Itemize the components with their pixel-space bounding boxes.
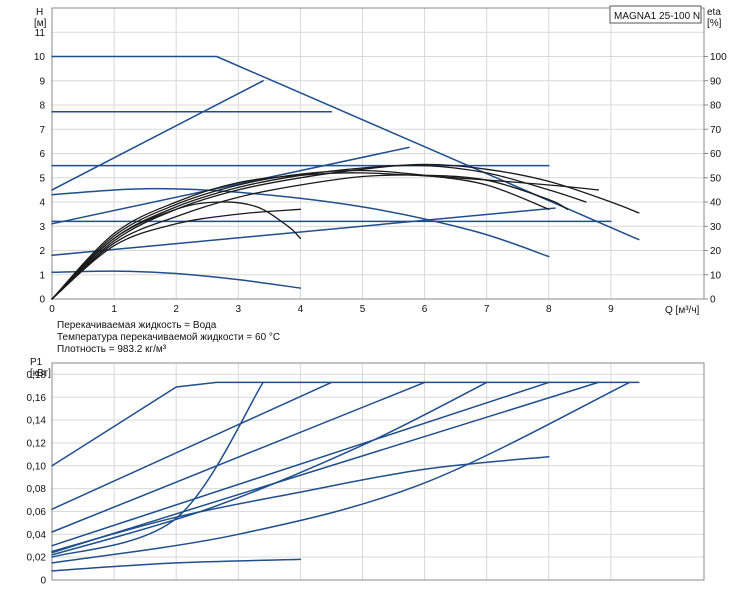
pump-curve [51,270,302,289]
power-curve [51,381,550,547]
head-flow-chart: 0 1 2 3 4 5 6 7 8 9012345678910110102030405060708… [34,5,727,316]
flow-tick-label: 8 [546,304,552,315]
efficiency-tick-label: 100 [710,52,727,63]
head-flow-tick-labels: 0 1 2 3 4 5 6 7 8 9012345678910110102030405060708… [34,28,727,315]
fluid-note: Перекачиваемая жидкость = Вода [57,320,217,331]
head-tick-label: 8 [39,101,45,112]
efficiency-tick-label: 70 [710,125,722,136]
efficiency-tick-label: 90 [710,76,722,87]
pump-curve [51,55,640,241]
power-axis-unit: [кВт] [30,368,51,379]
efficiency-tick-label: 20 [710,246,722,257]
head-flow-grid [52,8,704,299]
head-tick-label: 6 [39,149,45,160]
flow-tick-label: 4 [298,304,304,315]
head-flow-curves [51,55,640,300]
efficiency-tick-label: 60 [710,149,722,160]
density-note: Плотность = 983.2 кг/м³ [57,344,167,355]
temperature-note: Температура перекачиваемой жидкости = 60… [57,332,280,343]
efficiency-tick-label: 80 [710,101,722,112]
pump-curve [51,207,556,257]
flow-tick-label: 6 [422,304,428,315]
head-tick-label: 7 [39,125,45,136]
head-axis-unit: [м] [34,18,47,29]
efficiency-curve [51,172,600,300]
power-tick-label: 0,06 [27,507,47,518]
model-label: MAGNA1 25-100 N [614,11,700,22]
head-tick-label: 5 [39,173,45,184]
efficiency-curve [51,169,550,300]
power-flow-plot-frame [51,362,705,581]
power-tick-label: 0,02 [27,553,47,564]
efficiency-axis-unit: [%] [707,18,722,29]
power-curve [51,381,488,556]
flow-axis-label: Q [м³/ч] [665,305,700,316]
head-tick-label: 2 [39,246,45,257]
power-flow-chart: 0 0,02 0,04 0,06 0,08 0,10 0,12 0,14 0,16 0,18 P1… [27,357,705,587]
efficiency-tick-label: 40 [710,198,722,209]
head-tick-label: 9 [39,76,45,87]
model-label-box [609,5,702,24]
pump-curve [51,146,410,225]
efficiency-tick-label: 30 [710,222,722,233]
efficiency-tick-label: 10 [710,270,722,281]
head-tick-label: 4 [39,198,45,209]
pump-curve [51,80,264,191]
flow-tick-label: 3 [236,304,242,315]
power-curve [51,381,333,510]
power-tick-label: 0,04 [27,530,47,541]
power-tick-label: 0,18 [27,370,47,381]
power-tick-label: 0,12 [27,438,47,449]
efficiency-curve [51,208,302,300]
power-curve [51,381,426,533]
efficiency-curve [51,174,569,300]
efficiency-curve [51,201,302,300]
head-tick-label: 3 [39,222,45,233]
head-tick-label: 11 [35,28,46,39]
power-tick-label: 0,14 [27,416,47,427]
flow-tick-label: 2 [173,304,179,315]
power-flow-grid [52,363,704,580]
flow-tick-label: 1 [111,304,117,315]
power-flow-tick-labels: 0 0,02 0,04 0,06 0,08 0,10 0,12 0,14 0,16 0,18 [27,370,47,587]
head-tick-label: 10 [34,52,46,63]
flow-tick-label: 0 [49,304,55,315]
power-tick-label: 0,16 [27,393,47,404]
flow-tick-label: 7 [484,304,490,315]
power-tick-label: 0,10 [27,461,47,472]
efficiency-tick-label: 0 [710,295,716,306]
power-curve [51,558,302,572]
power-curve [51,381,640,467]
flow-tick-label: 5 [360,304,366,315]
power-axis-title: P1 [30,357,43,368]
efficiency-tick-label: 50 [710,173,722,184]
power-curve [51,381,600,554]
head-tick-label: 0 [39,295,45,306]
head-axis-title: H [36,7,43,18]
head-tick-label: 1 [39,270,45,281]
flow-tick-label: 9 [608,304,614,315]
power-curve [51,381,631,564]
fluid-notes: Перекачиваемая жидкость = Вода Температу… [57,320,280,355]
power-tick-label: 0,08 [27,484,47,495]
efficiency-axis-title: eta [707,7,721,18]
power-flow-curves [51,381,640,572]
pump-curve [51,187,550,258]
power-curve [51,381,264,558]
power-tick-label: 0 [40,576,46,587]
power-curve [51,455,550,553]
